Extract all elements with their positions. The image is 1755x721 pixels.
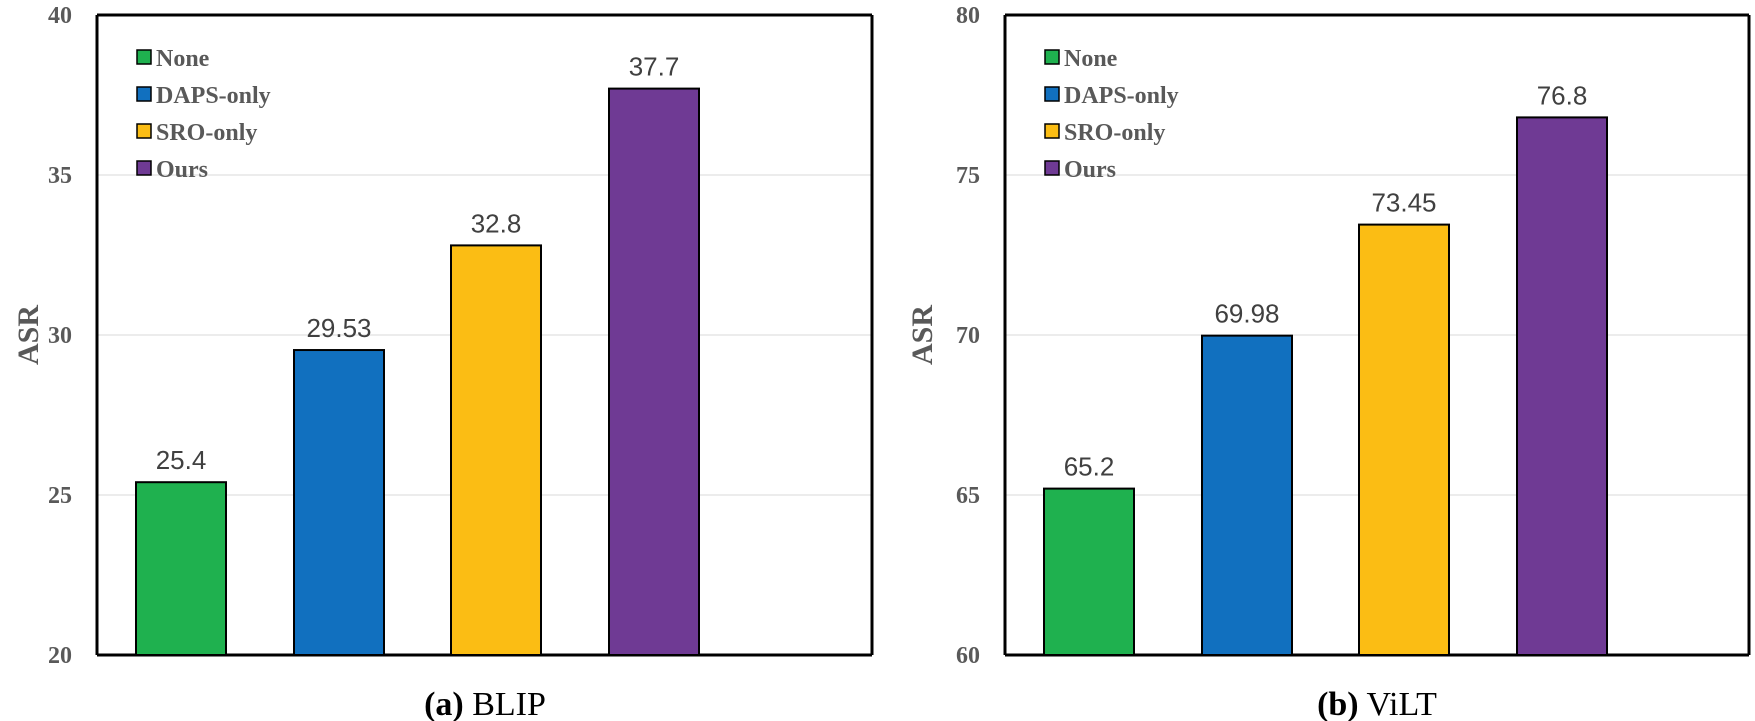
legend-label: Ours	[1064, 157, 1116, 183]
data-label: 25.4	[156, 445, 207, 475]
y-tick-label: 80	[956, 3, 980, 29]
data-label: 32.8	[471, 208, 522, 238]
legend: None DAPS-only SRO-only Ours	[136, 46, 271, 183]
bar-sro-only	[1358, 223, 1450, 656]
chart-panel-vilt: ASR (b) ViLT 60 65 70 75 80 65.2 69.98 73.45 76.…	[906, 3, 1751, 721]
chart-title: BLIP	[472, 686, 546, 721]
bar-none	[1043, 487, 1135, 656]
legend-swatch	[136, 49, 152, 65]
legend-label: SRO-only	[156, 120, 257, 146]
y-axis-label: ASR	[906, 305, 939, 365]
y-tick-label: 40	[48, 3, 72, 29]
data-label: 37.7	[629, 52, 680, 82]
data-label: 65.2	[1064, 452, 1115, 482]
legend-swatch	[1044, 49, 1060, 65]
legend-swatch	[136, 160, 152, 176]
y-tick-label: 35	[48, 163, 72, 189]
chart-caption: (a) BLIP	[424, 686, 546, 721]
data-label: 76.8	[1537, 80, 1588, 110]
data-label: 73.45	[1371, 188, 1436, 218]
bar-daps-only	[1201, 334, 1293, 656]
legend-swatch	[1044, 86, 1060, 102]
legend-swatch	[136, 86, 152, 102]
caption-prefix: (a)	[424, 686, 464, 721]
legend-label: DAPS-only	[156, 83, 271, 109]
y-tick-label: 30	[48, 323, 72, 349]
chart-title: ViLT	[1367, 686, 1438, 721]
chart-panel-blip: ASR (a) BLIP 20 25 30 35 40 25.4 29.53 32.8 37.7…	[12, 3, 874, 721]
y-tick-label: 20	[48, 643, 72, 669]
legend-label: None	[156, 46, 210, 72]
y-tick-label: 60	[956, 643, 980, 669]
legend-swatch	[136, 123, 152, 139]
legend-label: SRO-only	[1064, 120, 1165, 146]
y-tick-label: 25	[48, 483, 72, 509]
legend-label: None	[1064, 46, 1118, 72]
bar-ours	[1516, 116, 1608, 656]
data-label: 29.53	[306, 313, 371, 343]
legend-label: DAPS-only	[1064, 83, 1179, 109]
bar-sro-only	[450, 244, 542, 656]
caption-prefix: (b)	[1317, 686, 1359, 721]
legend-swatch	[1044, 160, 1060, 176]
y-tick-label: 65	[956, 483, 980, 509]
legend-swatch	[1044, 123, 1060, 139]
bar-ours	[608, 87, 700, 657]
y-axis-label: ASR	[12, 305, 45, 365]
bar-none	[135, 481, 227, 657]
chart-caption: (b) ViLT	[1317, 686, 1437, 721]
caption-gap	[1359, 686, 1367, 721]
y-tick-label: 70	[956, 323, 980, 349]
legend-label: Ours	[156, 157, 208, 183]
y-tick-label: 75	[956, 163, 980, 189]
data-label: 69.98	[1214, 299, 1279, 329]
bar-daps-only	[293, 349, 385, 656]
caption-gap	[464, 686, 473, 721]
legend: None DAPS-only SRO-only Ours	[1044, 46, 1179, 183]
